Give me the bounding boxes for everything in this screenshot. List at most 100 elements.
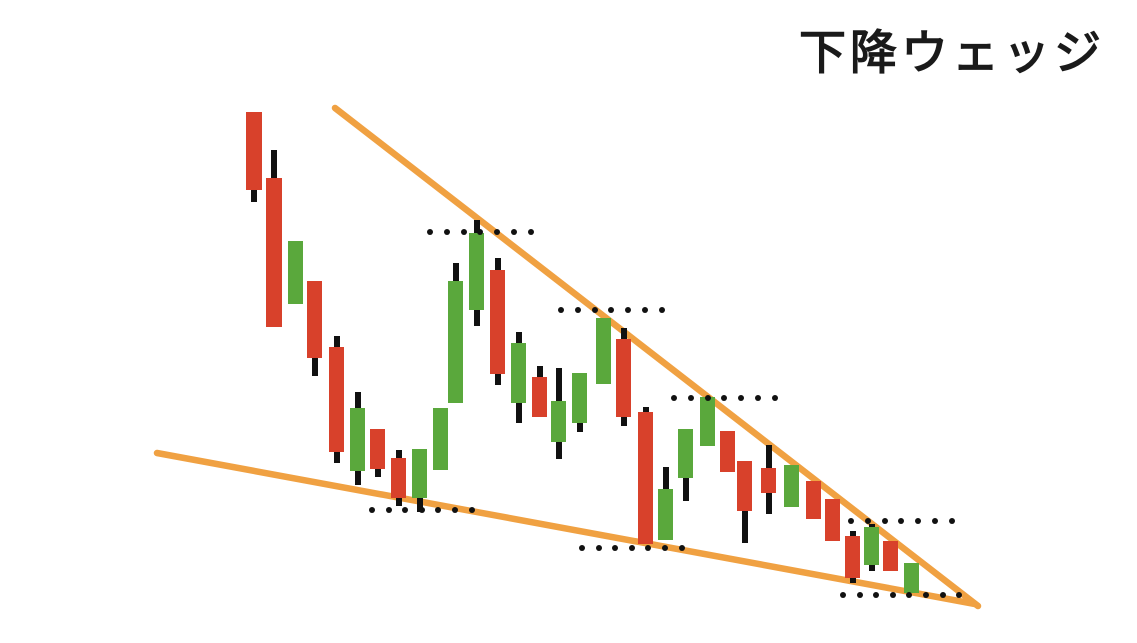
level-dot [915, 518, 921, 524]
level-dot [898, 518, 904, 524]
level-dot [629, 545, 635, 551]
level-dot [435, 507, 441, 513]
candle-body [288, 241, 303, 304]
level-dot [444, 229, 450, 235]
bearish-candle [329, 336, 344, 463]
level-dot [923, 592, 929, 598]
level-dot [865, 518, 871, 524]
bullish-candle [596, 318, 611, 384]
bullish-candle [700, 397, 715, 446]
level-dot [608, 307, 614, 313]
level-dot [738, 395, 744, 401]
level-dot [705, 395, 711, 401]
candle-body [433, 408, 448, 470]
level-dot [461, 229, 467, 235]
level-dot [579, 545, 585, 551]
candle-body [412, 449, 427, 498]
bullish-candle [658, 467, 673, 540]
bearish-candle [883, 541, 898, 571]
candle-body [490, 270, 505, 374]
bearish-candle [246, 112, 262, 202]
level-dot [882, 518, 888, 524]
candle-body [329, 347, 344, 452]
candle-body [638, 412, 653, 544]
candle-body [350, 408, 365, 471]
level-dot [873, 592, 879, 598]
bearish-candle [720, 431, 735, 472]
level-dot [956, 592, 962, 598]
bullish-candle [350, 392, 365, 485]
bullish-candle [551, 368, 566, 459]
bearish-candle [845, 531, 860, 583]
level-dot [755, 395, 761, 401]
candle-body [551, 401, 566, 442]
level-dot [592, 307, 598, 313]
upper-resistance-line [331, 104, 982, 610]
bearish-candle [266, 150, 282, 327]
level-dot [369, 507, 375, 513]
bullish-candle [288, 241, 303, 304]
bullish-candle [433, 408, 448, 470]
bullish-candle [904, 563, 919, 593]
bullish-candle [511, 332, 526, 423]
level-dot [772, 395, 778, 401]
bearish-candle [737, 461, 752, 543]
level-dot [857, 592, 863, 598]
candle-body [864, 527, 879, 565]
level-dot [671, 395, 677, 401]
level-dot [419, 507, 425, 513]
candle-body [806, 481, 821, 519]
level-dot [932, 518, 938, 524]
candle-body [246, 112, 262, 190]
bearish-candle [616, 328, 631, 426]
level-dot [575, 307, 581, 313]
level-dot [558, 307, 564, 313]
level-dot [645, 545, 651, 551]
candle-body [391, 458, 406, 498]
page-title: 下降ウェッジ [799, 26, 1105, 81]
candle-body [307, 281, 322, 358]
candle-body [883, 541, 898, 571]
candle-body [448, 281, 463, 403]
candle-body [370, 429, 385, 469]
bullish-candle [469, 220, 484, 326]
level-dot [721, 395, 727, 401]
candle-body [761, 468, 776, 493]
level-dot [427, 229, 433, 235]
candle-body [658, 489, 673, 540]
level-dot [402, 507, 408, 513]
candle-body [469, 233, 484, 310]
candle-body [904, 563, 919, 593]
bullish-candle [412, 449, 427, 512]
candle-body [572, 373, 587, 423]
bullish-candle [448, 263, 463, 403]
candle-body [784, 465, 799, 507]
candle-body [616, 339, 631, 417]
bearish-candle [532, 366, 547, 417]
bullish-candle [784, 465, 799, 507]
level-dot [848, 518, 854, 524]
level-dot [596, 545, 602, 551]
candle-body [845, 536, 860, 578]
bullish-candle [678, 429, 693, 501]
level-dot [940, 592, 946, 598]
level-dot [890, 592, 896, 598]
level-dot [906, 592, 912, 598]
candle-body [266, 178, 282, 327]
candle-body [678, 429, 693, 478]
bearish-candle [391, 450, 406, 506]
candle-body [511, 343, 526, 403]
level-dot [679, 545, 685, 551]
level-dot [494, 229, 500, 235]
level-dot [949, 518, 955, 524]
level-dot [477, 229, 483, 235]
bearish-candle [806, 481, 821, 519]
bearish-candle [370, 429, 385, 477]
level-dot [528, 229, 534, 235]
candle-body [532, 377, 547, 417]
level-dot [386, 507, 392, 513]
bearish-candle [490, 258, 505, 385]
level-dot [469, 507, 475, 513]
